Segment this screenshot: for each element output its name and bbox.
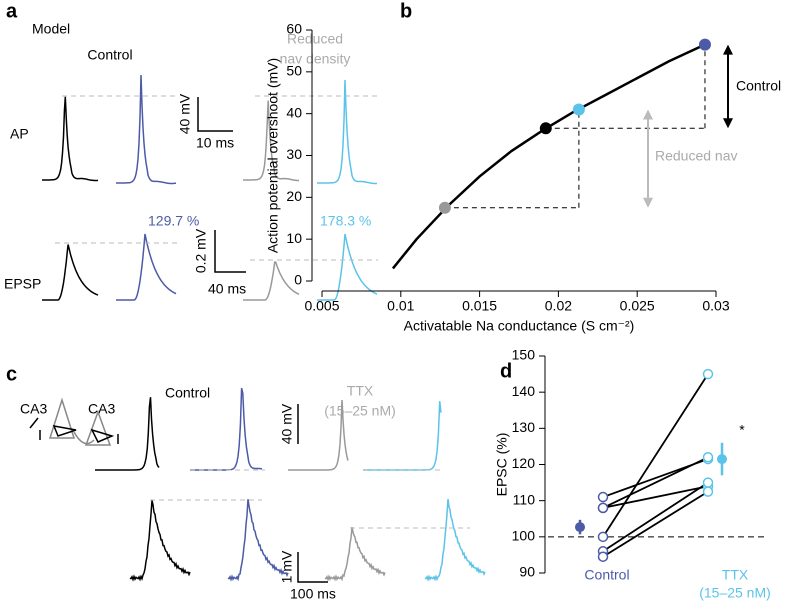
- pair-point: [597, 531, 609, 543]
- trace: [42, 244, 99, 301]
- pair-line: [602, 490, 709, 558]
- significance: *: [739, 422, 745, 438]
- scale-label: 10 ms: [196, 135, 234, 151]
- x-tick-label: 0.005: [304, 298, 339, 314]
- annotation: Control: [736, 78, 781, 94]
- percent-label: 178.3 %: [320, 213, 371, 229]
- scale-label: 40 ms: [208, 281, 246, 297]
- point: [438, 201, 451, 214]
- y-tick-label: 30: [286, 146, 302, 162]
- x-tick-label: (15–25 nM): [699, 585, 771, 601]
- annotation: Reduced nav: [655, 148, 738, 164]
- pair-point: [702, 368, 714, 380]
- y-axis-label: Action potential overshoot (mV): [265, 58, 281, 253]
- x-tick-label: 0.015: [462, 298, 497, 314]
- trace: [324, 526, 386, 582]
- pair-line: [602, 373, 709, 538]
- trace: [129, 500, 191, 582]
- trace: [424, 498, 486, 582]
- x-tick-label: Control: [584, 567, 629, 583]
- y-tick-label: 0: [294, 272, 302, 288]
- reduced-label: Reduced: [287, 31, 343, 47]
- traces: [42, 74, 486, 582]
- pair-line: [602, 481, 709, 553]
- pair-line: [602, 485, 709, 509]
- control-label: Control: [87, 47, 132, 63]
- trace: [116, 233, 177, 301]
- pair-line: [602, 456, 709, 509]
- trace: [227, 499, 289, 582]
- reduced-label: nav density: [280, 51, 351, 67]
- y-tick-label: 90: [519, 564, 535, 580]
- point: [539, 122, 552, 135]
- panel-label: b: [400, 0, 412, 22]
- pair-point: [702, 452, 714, 463]
- scale-label: 1 mV: [279, 550, 295, 583]
- scale-label: 40 mV: [279, 403, 295, 444]
- x-tick-label: TTX: [722, 567, 749, 583]
- cell-label: CA3: [88, 401, 115, 417]
- trace: [243, 100, 299, 182]
- point: [698, 38, 711, 51]
- control-arrow: [723, 44, 733, 129]
- trace: [243, 261, 300, 301]
- point: [572, 103, 585, 116]
- trace: [288, 399, 349, 471]
- y-axis-label: EPSC (%): [494, 433, 510, 497]
- row-label: EPSP: [4, 276, 41, 292]
- y-tick-label: 40: [286, 104, 302, 120]
- trace: [42, 96, 99, 182]
- y-tick-label: 50: [286, 63, 302, 79]
- y-tick-label: 100: [512, 528, 536, 544]
- pair-point: [597, 551, 609, 562]
- panel-label: d: [500, 360, 512, 382]
- y-tick-label: 130: [512, 419, 536, 435]
- row-label: AP: [10, 126, 29, 142]
- panel-label: c: [6, 363, 17, 385]
- model-label: Model: [32, 21, 70, 37]
- trace: [317, 79, 377, 185]
- trace: [317, 233, 378, 301]
- reduced-arrow: [643, 109, 653, 208]
- x-tick-label: 0.025: [620, 298, 655, 314]
- scale-bars: [197, 97, 328, 583]
- mean-point: [575, 522, 585, 533]
- schematic: [29, 397, 119, 446]
- mean-point: [717, 454, 727, 465]
- control-label: Control: [165, 385, 210, 401]
- y-tick-label: 150: [512, 347, 536, 363]
- y-tick-label: 110: [513, 491, 536, 507]
- x-tick-label: 0.02: [545, 298, 572, 314]
- trace: [95, 397, 160, 471]
- y-tick-label: 20: [286, 188, 302, 204]
- scale-label: 100 ms: [290, 586, 336, 602]
- y-tick-label: 10: [286, 230, 302, 246]
- x-tick-label: 0.03: [702, 298, 729, 314]
- panel-label: a: [6, 0, 18, 22]
- y-tick-label: 140: [512, 383, 536, 399]
- x-axis-label: Activatable Na conductance (S cm⁻²): [404, 318, 635, 334]
- x-tick-label: 0.01: [387, 298, 414, 314]
- pair-point: [597, 502, 609, 514]
- y-tick-label: 120: [512, 455, 536, 471]
- pair-point: [702, 477, 714, 488]
- percent-label: 129.7 %: [148, 213, 199, 229]
- trace: [116, 74, 177, 185]
- pair-point: [702, 486, 714, 497]
- scale-label: 40 mV: [177, 93, 193, 134]
- scale-label: 0.2 mV: [193, 228, 209, 273]
- y-tick-label: 60: [286, 21, 302, 37]
- ttx-label: TTX: [347, 383, 374, 399]
- cell-label: CA3: [20, 401, 47, 417]
- ttx-label: (15–25 nM): [324, 403, 396, 419]
- pair-point: [597, 491, 609, 503]
